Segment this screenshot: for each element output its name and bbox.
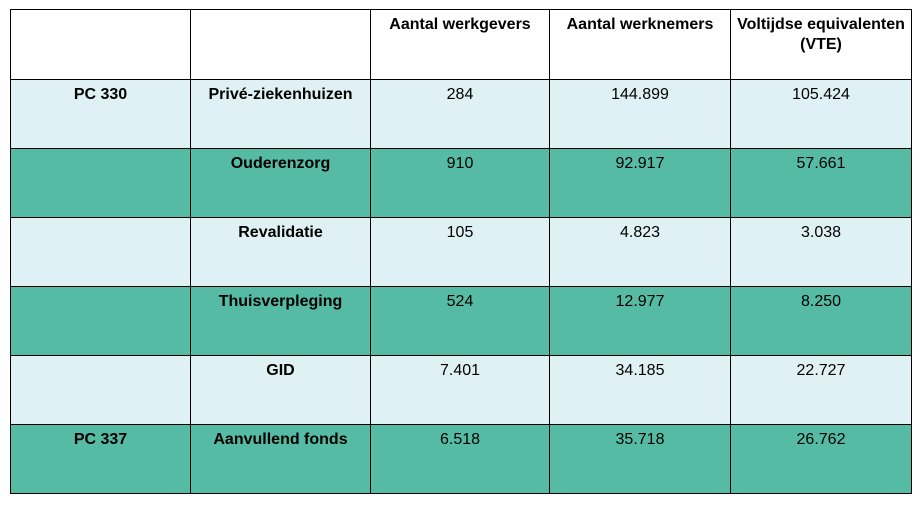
vte-cell: 22.727 <box>730 355 912 425</box>
werkgevers-cell: 524 <box>370 286 550 356</box>
werknemers-cell: 4.823 <box>549 217 731 287</box>
sector-cell: GID <box>190 355 371 425</box>
werkgevers-cell: 910 <box>370 148 550 218</box>
vte-cell: 3.038 <box>730 217 912 287</box>
header-cell-vte: Voltijdse equivalenten (VTE) <box>730 9 912 80</box>
vte-cell: 8.250 <box>730 286 912 356</box>
pc-cell <box>10 286 191 356</box>
werknemers-cell: 35.718 <box>549 424 731 494</box>
sector-cell: Revalidatie <box>190 217 371 287</box>
table-row: GID 7.401 34.185 22.727 <box>10 355 912 425</box>
pc-cell: PC 337 <box>10 424 191 494</box>
header-cell-sector <box>190 9 371 80</box>
table-row: PC 337 Aanvullend fonds 6.518 35.718 26.… <box>10 424 912 494</box>
pc-cell <box>10 217 191 287</box>
table-row: PC 330 Privé-ziekenhuizen 284 144.899 10… <box>10 79 912 149</box>
header-cell-werknemers: Aantal werknemers <box>549 9 731 80</box>
table-row: Thuisverpleging 524 12.977 8.250 <box>10 286 912 356</box>
werkgevers-cell: 6.518 <box>370 424 550 494</box>
header-cell-werkgevers: Aantal werkgevers <box>370 9 550 80</box>
sector-cell: Thuisverpleging <box>190 286 371 356</box>
header-row: Aantal werkgevers Aantal werknemers Volt… <box>10 9 912 80</box>
pc-cell <box>10 355 191 425</box>
werkgevers-cell: 284 <box>370 79 550 149</box>
vte-cell: 57.661 <box>730 148 912 218</box>
data-table: Aantal werkgevers Aantal werknemers Volt… <box>10 9 912 494</box>
werknemers-cell: 34.185 <box>549 355 731 425</box>
werknemers-cell: 92.917 <box>549 148 731 218</box>
werknemers-cell: 12.977 <box>549 286 731 356</box>
pc-cell: PC 330 <box>10 79 191 149</box>
table-row: Ouderenzorg 910 92.917 57.661 <box>10 148 912 218</box>
werkgevers-cell: 105 <box>370 217 550 287</box>
pc-cell <box>10 148 191 218</box>
header-cell-pc <box>10 9 191 80</box>
vte-cell: 105.424 <box>730 79 912 149</box>
table-row: Revalidatie 105 4.823 3.038 <box>10 217 912 287</box>
sector-cell: Aanvullend fonds <box>190 424 371 494</box>
sector-cell: Ouderenzorg <box>190 148 371 218</box>
vte-cell: 26.762 <box>730 424 912 494</box>
werknemers-cell: 144.899 <box>549 79 731 149</box>
werkgevers-cell: 7.401 <box>370 355 550 425</box>
sector-cell: Privé-ziekenhuizen <box>190 79 371 149</box>
